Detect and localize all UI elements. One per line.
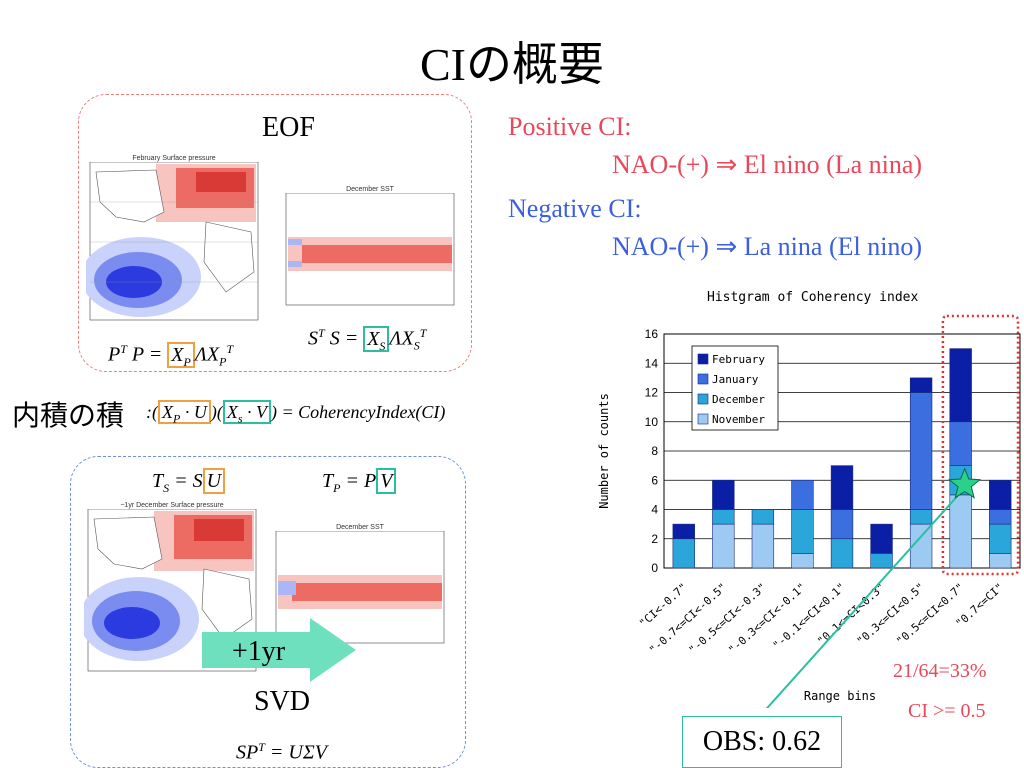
shift-label: +1yr <box>232 636 286 667</box>
bar-segment <box>672 538 695 569</box>
bar-segment <box>870 523 893 554</box>
eof-label: EOF <box>262 112 315 143</box>
x-axis-label: Range bins <box>804 689 876 703</box>
svd-pressure-plot <box>79 508 257 672</box>
eof-pressure-map: February Surface pressure <box>81 155 262 327</box>
xp-u-highlight: XP · U <box>158 400 211 426</box>
x-tick-label: "0.3<=CI<0.5" <box>854 581 927 648</box>
negative-ci-heading: Negative CI: <box>508 194 642 223</box>
bar-segment <box>751 509 775 525</box>
y-tick-label: 10 <box>645 415 659 429</box>
y-tick-label: 8 <box>651 444 658 458</box>
bar-segment <box>989 479 1012 510</box>
bar-segment <box>830 509 854 540</box>
bar-segment <box>909 377 933 393</box>
x-tick-label: "-0.1<=CI<0.1" <box>770 581 848 653</box>
eof-panel <box>78 94 472 372</box>
xp-highlight: XP <box>167 341 195 369</box>
y-tick-label: 6 <box>651 473 658 487</box>
y-tick-label: 4 <box>651 503 658 517</box>
svd-pressure-title: −1yr December Surface pressure <box>120 502 224 509</box>
negative-ci-detail: NAO-(+) ⇒ La nina (El nino) <box>612 232 923 261</box>
eof-sst-plot <box>285 192 455 306</box>
svd-sst-title: December SST <box>336 524 384 531</box>
svd-label: SVD <box>254 686 311 717</box>
bar-segment <box>751 523 775 569</box>
legend-swatch <box>697 413 709 425</box>
bar-segment <box>989 523 1012 554</box>
eof-p-equation: PT P = XP ΛXPT <box>108 341 234 369</box>
x-tick-label: "0.5<=CI<0.7" <box>894 581 967 648</box>
y-axis-label: Number of counts <box>597 393 611 509</box>
bar-segment <box>791 553 814 569</box>
svd-pressure-map: −1yr December Surface pressure <box>79 502 260 674</box>
bar-segment <box>870 553 893 569</box>
legend-label: November <box>712 413 765 426</box>
eof-pressure-title: February Surface pressure <box>132 155 216 162</box>
histogram-chart: 0246810121416"CI<-0.7""-0.7<=CI<-0.5""-0… <box>597 314 1021 708</box>
inner-product-label: 内積の積 <box>12 399 125 432</box>
legend-swatch <box>697 353 709 365</box>
u-highlight: U <box>202 468 226 494</box>
positive-ci-detail: NAO-(+) ⇒ El nino (La nina) <box>612 150 923 179</box>
legend-swatch <box>697 393 709 405</box>
bar-segment <box>672 523 695 540</box>
bar-segment <box>949 494 972 569</box>
svd-sst-map: December SST <box>272 524 448 650</box>
bar-segment <box>989 509 1012 525</box>
eof-s-equation: ST S = XS ΛXST <box>308 325 427 353</box>
v-highlight: V <box>376 468 397 494</box>
xs-highlight: XS <box>363 325 390 353</box>
bar-segment <box>909 509 933 525</box>
bar-segment <box>791 479 814 510</box>
bar-segment <box>949 421 972 466</box>
obs-star-icon <box>948 467 982 499</box>
legend-label: December <box>712 393 765 406</box>
bar-segment <box>989 553 1012 569</box>
ratio-label: 21/64=33% <box>893 660 987 682</box>
legend-swatch <box>697 373 709 385</box>
y-tick-label: 14 <box>645 356 659 370</box>
obs-callout: OBS: 0.62 <box>682 716 842 768</box>
slide-title: CIの概要 <box>420 39 604 90</box>
bar-segment <box>712 479 735 510</box>
bar-segment <box>909 392 933 510</box>
positive-ci-heading: Positive CI: <box>508 112 632 141</box>
obs-connector <box>765 493 960 708</box>
chart-title: Histgram of Coherency index <box>707 290 919 305</box>
threshold-label: CI >= 0.5 <box>908 700 986 722</box>
y-tick-label: 0 <box>651 561 658 575</box>
legend-label: January <box>712 373 759 386</box>
bar-segment <box>791 509 814 554</box>
coherency-equation: :(XP · U)(Xs · V) = CoherencyIndex(CI) <box>146 400 446 426</box>
y-tick-label: 12 <box>645 386 659 400</box>
svd-sst-plot <box>275 530 445 644</box>
shift-arrow-icon <box>202 618 356 682</box>
y-tick-label: 2 <box>651 532 658 546</box>
eof-sst-map: December SST <box>282 186 458 312</box>
eof-pressure-plot <box>81 161 259 321</box>
eof-sst-title: December SST <box>346 186 394 193</box>
svd-equation: SPT = UΣV <box>236 740 327 764</box>
bar-segment <box>712 523 735 569</box>
xs-v-highlight: Xs · V <box>222 400 272 426</box>
y-tick-label: 16 <box>645 327 659 341</box>
legend-label: February <box>712 353 765 366</box>
bar-segment <box>830 538 854 569</box>
bar-segment <box>712 509 735 525</box>
bar-segment <box>949 348 972 423</box>
bar-segment <box>830 465 854 510</box>
